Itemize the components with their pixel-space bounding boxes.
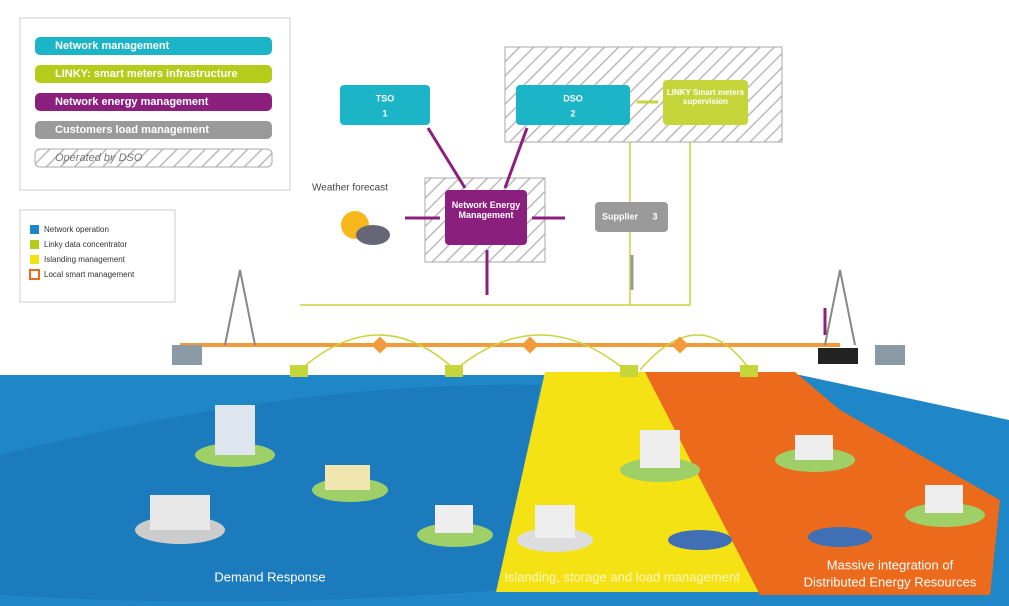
marker-swatch (30, 270, 39, 279)
zone-label: Massive integration of (827, 557, 954, 572)
cloud-icon (356, 225, 390, 245)
house (925, 485, 963, 513)
node-number: 3 (652, 211, 657, 221)
line-node (672, 337, 689, 354)
house (795, 435, 833, 460)
grid-equipment (172, 270, 905, 377)
marker-swatch (30, 255, 39, 264)
substation (172, 345, 202, 365)
dso-node (516, 85, 630, 125)
nem-label-box: Network Energy Management (448, 196, 524, 240)
concentrator (620, 365, 638, 377)
marker-label: Local smart management (44, 270, 135, 279)
node-label: DSO (563, 93, 583, 103)
line-node (372, 337, 389, 354)
factory (535, 505, 575, 538)
linky-label-box: LINKY Smart meters supervision (666, 88, 745, 122)
pylon (225, 270, 855, 345)
building (640, 430, 680, 468)
node-number: 2 (570, 108, 575, 118)
zone-label: Distributed Energy Resources (804, 574, 977, 589)
marker-swatch (30, 240, 39, 249)
legend-label: Network energy management (55, 96, 209, 108)
legend-label: Network management (55, 40, 170, 52)
concentrator (445, 365, 463, 377)
house (435, 505, 473, 533)
tso-node (340, 85, 430, 125)
marker-label: Network operation (44, 225, 109, 234)
node-label: LINKY Smart meters supervision (666, 88, 745, 106)
legend-label: Operated by DSO (55, 152, 143, 164)
substation (875, 345, 905, 365)
legend-label: LINKY: smart meters infrastructure (55, 68, 238, 80)
factory (150, 495, 210, 530)
weather-label: Weather forecast (312, 183, 388, 194)
legend-label: Customers load management (55, 124, 209, 136)
concentrator (290, 365, 308, 377)
marker-label: Islanding management (44, 255, 126, 264)
marker-swatch (30, 225, 39, 234)
node-label: Network Energy Management (448, 196, 524, 220)
building (325, 465, 370, 490)
node-number: 1 (382, 108, 387, 118)
zone-label: Demand Response (214, 569, 325, 584)
solar-panels (668, 530, 732, 550)
storage (818, 348, 858, 364)
solar-panels (808, 527, 872, 547)
building (215, 405, 255, 455)
node-label: Supplier (602, 211, 639, 221)
zone-label: Islanding, storage and load management (504, 569, 740, 584)
line-node (522, 337, 539, 354)
node-label: TSO (376, 93, 395, 103)
diagram: Network management LINKY: smart meters i… (0, 0, 1009, 606)
concentrator (740, 365, 758, 377)
marker-label: Linky data concentrator (44, 240, 127, 249)
